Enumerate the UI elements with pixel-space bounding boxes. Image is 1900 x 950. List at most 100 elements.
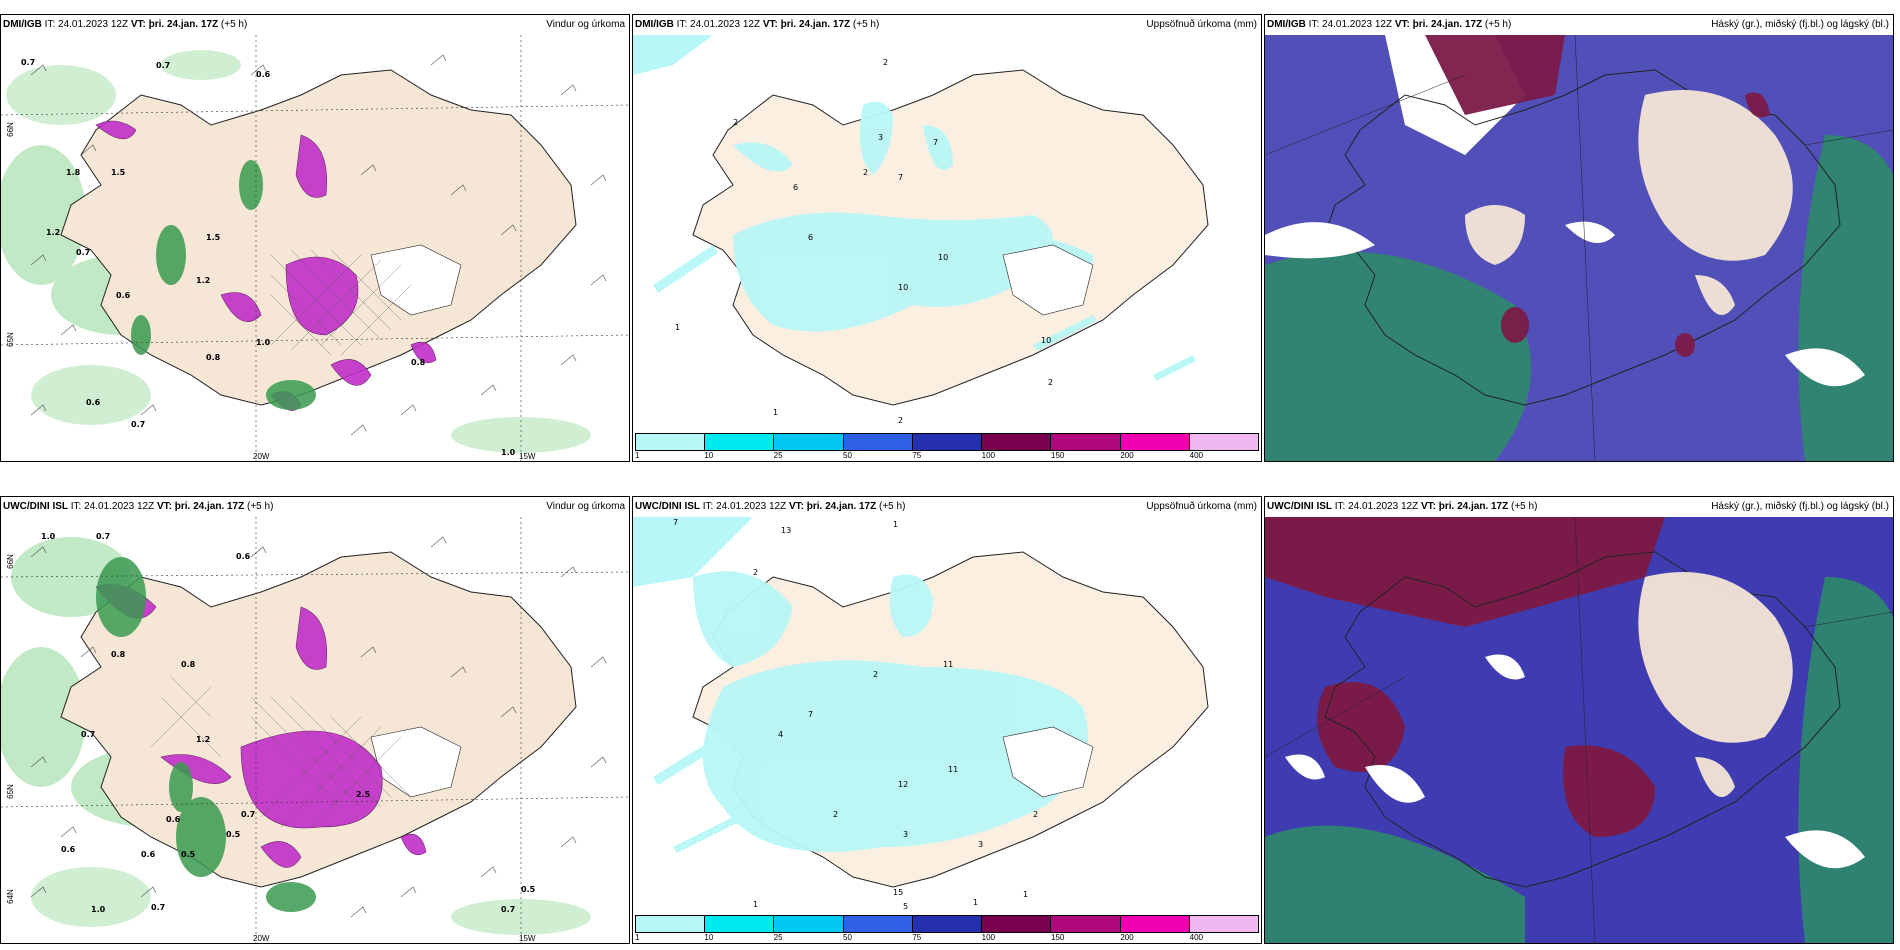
accum-value-label: 11	[943, 660, 953, 669]
colorbar-swatch	[1051, 916, 1121, 932]
colorbar-swatch	[1189, 434, 1258, 450]
accum-value-label: 15	[893, 888, 903, 897]
accum-value-label: 1	[753, 900, 758, 909]
precip-value-label: 0.7	[76, 248, 90, 257]
lon-label: 20W	[253, 934, 270, 943]
colorbar-tick-label: 150	[1051, 451, 1065, 460]
accum-value-label: 2	[733, 118, 738, 127]
accum-value-label: 1	[675, 323, 680, 332]
cloud-panel-bottom: UWC/DINI ISL IT: 24.01.2023 12Z VT: þri.…	[1264, 496, 1894, 944]
colorbar-swatch	[843, 916, 913, 932]
colorbar-tick-label: 150	[1051, 933, 1065, 942]
issue-time: IT: 24.01.2023 12Z	[702, 501, 787, 512]
precip-value-label: 0.6	[86, 398, 101, 407]
accum-value-label: 2	[753, 568, 758, 577]
panel-title: Háský (gr.), miðský (fj.bl.) og lágský (…	[1711, 501, 1889, 512]
panel-title: Vindur og úrkoma	[546, 501, 625, 512]
accum-value-label: 4	[778, 730, 783, 739]
lead-time: (+5 h)	[247, 501, 274, 512]
colorbar-swatch	[636, 434, 706, 450]
precip-colorbar: 1 10 25 50 75 100 150 200 400	[635, 433, 1259, 460]
accum-value-label: 3	[978, 840, 983, 849]
precip-value-label: 0.8	[111, 650, 126, 659]
issue-time: IT: 24.01.2023 12Z	[1334, 501, 1419, 512]
colorbar-tick-label: 75	[912, 933, 922, 942]
precip-value-label: 0.7	[501, 905, 515, 914]
wind-map: 0.7 0.7 0.6 1.8 1.5 1.2 0.7 1.5 0.6 1.2 1.0 0.8 0.6 0…	[1, 35, 629, 461]
precip-value-label: 1.0	[501, 448, 516, 457]
colorbar-swatch	[705, 434, 775, 450]
colorbar-swatch	[912, 434, 983, 450]
accum-value-label: 7	[933, 138, 938, 147]
accum-value-label: 3	[903, 830, 908, 839]
panel-header: DMI/IGB IT: 24.01.2023 12Z VT: þri. 24.j…	[1, 15, 629, 35]
valid-time: þri. 24.jan. 17Z	[1438, 501, 1509, 512]
precip-value-label: 0.6	[166, 815, 181, 824]
accum-value-label: 2	[873, 670, 878, 679]
colorbar-tick-label: 75	[912, 451, 922, 460]
precip-value-label: 0.7	[81, 730, 95, 739]
accum-value-label: 10	[938, 253, 948, 262]
valid-time: þri. 24.jan. 17Z	[174, 501, 245, 512]
colorbar-swatch	[1120, 916, 1190, 932]
accum-value-label: 1	[1023, 890, 1028, 899]
wind-precip-panel-top: DMI/IGB IT: 24.01.2023 12Z VT: þri. 24.j…	[0, 14, 630, 462]
valid-time: þri. 24.jan. 17Z	[1412, 19, 1483, 30]
lat-label: 66N	[5, 122, 15, 137]
colorbar-tick-label: 25	[773, 933, 783, 942]
colorbar-swatch	[774, 916, 844, 932]
accum-precip-panel-bottom: UWC/DINI ISL IT: 24.01.2023 12Z VT: þri.…	[632, 496, 1262, 944]
accum-value-label: 11	[948, 765, 958, 774]
colorbar-tick-label: 10	[704, 933, 714, 942]
colorbar-swatch	[705, 916, 775, 932]
colorbar-swatch	[1189, 916, 1258, 932]
panel-header: DMI/IGB IT: 24.01.2023 12Z VT: þri. 24.j…	[1265, 15, 1893, 35]
accum-value-label: 3	[878, 133, 883, 142]
lead-time: (+5 h)	[1484, 19, 1512, 30]
accum-value-label: 10	[1041, 336, 1051, 345]
panel-title: Háský (gr.), miðský (fj.bl.) og lágský (…	[1711, 19, 1889, 30]
issue-time: IT: 24.01.2023 12Z	[676, 19, 761, 30]
colorbar-tick-label: 1	[635, 933, 640, 942]
colorbar-tick-label: 1	[635, 451, 640, 460]
accum-value-label: 1	[973, 898, 978, 907]
issue-time: IT: 24.01.2023 12Z	[70, 501, 155, 512]
precip-value-label: 0.6	[116, 291, 131, 300]
precip-value-label: 0.5	[226, 830, 241, 839]
lon-label: 15W	[519, 934, 536, 943]
accum-value-label: 7	[898, 173, 903, 182]
lon-label: 20W	[253, 452, 270, 461]
colorbar-swatch	[774, 434, 844, 450]
precip-value-label: 1.0	[256, 338, 271, 347]
panel-title: Uppsöfnuð úrkoma (mm)	[1146, 19, 1257, 30]
model-name: DMI/IGB	[1267, 19, 1306, 30]
accum-value-label: 2	[898, 416, 903, 425]
colorbar-tick-label: 50	[843, 451, 852, 460]
precip-value-label: 0.8	[181, 660, 196, 669]
precip-value-label: 0.7	[151, 903, 165, 912]
precip-value-label: 0.7	[241, 810, 255, 819]
precip-value-label: 1.0	[41, 532, 56, 541]
colorbar-swatch	[1051, 434, 1121, 450]
lat-label: 66N	[5, 554, 15, 569]
accum-value-label: 2	[1033, 810, 1038, 819]
panel-header: UWC/DINI ISL IT: 24.01.2023 12Z VT: þri.…	[1265, 497, 1893, 517]
panel-title: Vindur og úrkoma	[546, 19, 625, 30]
precip-value-label: 1.0	[91, 905, 106, 914]
cloud-map	[1265, 35, 1893, 461]
precip-value-label: 0.7	[156, 61, 170, 70]
lon-label: 15W	[519, 452, 536, 461]
precip-value-label: 0.8	[411, 358, 426, 367]
accum-value-label: 12	[898, 780, 908, 789]
vt-label: VT:	[788, 501, 804, 512]
colorbar-swatch	[843, 434, 913, 450]
vt-label: VT:	[156, 501, 172, 512]
accum-value-label: 2	[833, 810, 838, 819]
precip-value-label: 0.8	[206, 353, 221, 362]
wind-map: 1.0 0.7 0.6 0.8 0.8 0.7 1.2 0.6 0.7 0.5 2.5 0.6 0.6 0…	[1, 517, 629, 943]
lat-label: 64N	[5, 889, 15, 904]
precip-value-label: 0.7	[96, 532, 110, 541]
colorbar-tick-label: 50	[843, 933, 852, 942]
vt-label: VT:	[1394, 19, 1410, 30]
